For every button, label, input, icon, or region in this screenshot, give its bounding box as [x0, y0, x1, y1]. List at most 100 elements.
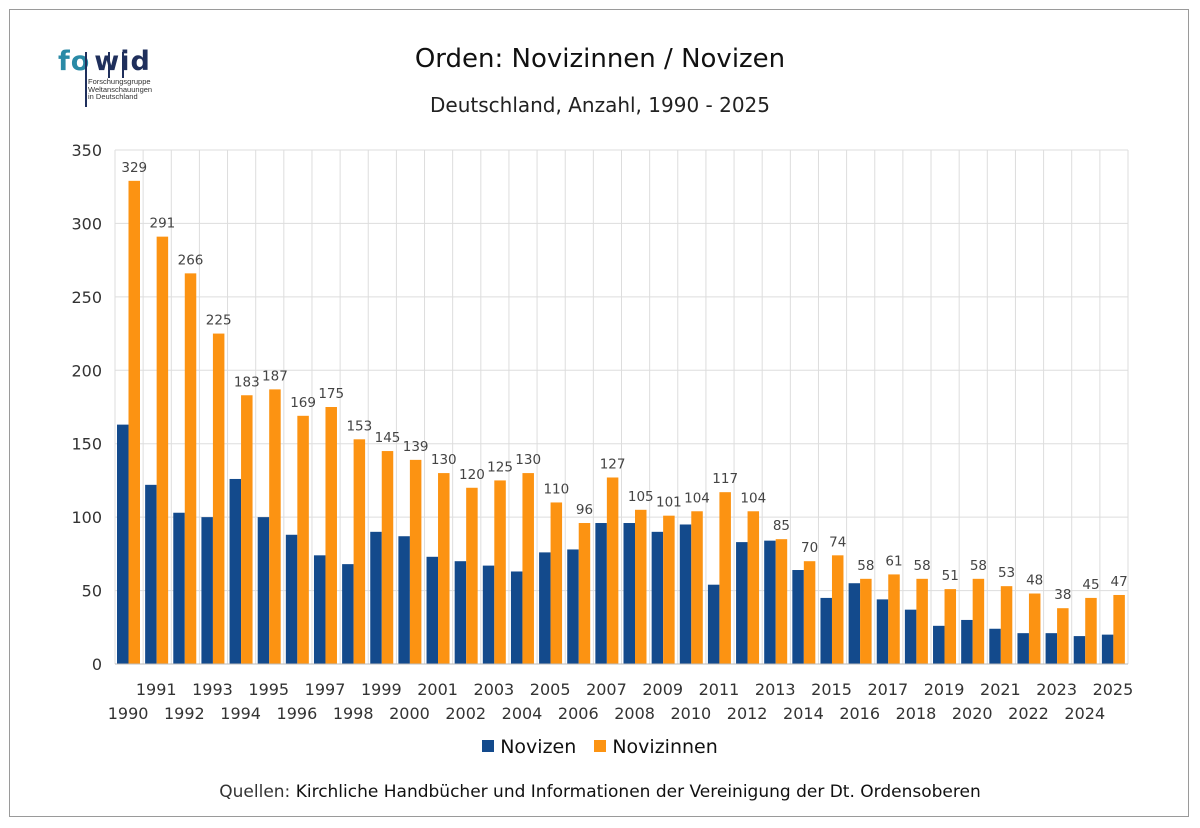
- bar-novizinnen: [353, 439, 366, 664]
- bar-novizen: [1045, 633, 1058, 664]
- data-label-novizinnen: 329: [121, 160, 147, 176]
- bar-novizen: [707, 584, 720, 664]
- x-tick-label: 1995: [248, 680, 289, 699]
- bar-novizinnen: [916, 578, 928, 664]
- bar-novizen: [454, 561, 467, 664]
- x-tick-label: 2007: [586, 680, 627, 699]
- legend-item-novizen: Novizen: [482, 736, 576, 758]
- bar-novizen: [370, 531, 382, 664]
- bar-novizinnen: [1113, 594, 1125, 664]
- bar-novizen: [567, 549, 579, 664]
- data-label-novizinnen: 58: [914, 558, 931, 574]
- x-tick-label: 2003: [474, 680, 515, 699]
- bar-novizinnen: [663, 515, 675, 664]
- bar-novizen: [792, 570, 804, 664]
- source-note: Quellen: Kirchliche Handbücher und Infor…: [0, 782, 1200, 802]
- bar-novizen: [1073, 636, 1086, 664]
- x-tick-label: 2009: [642, 680, 683, 699]
- data-label-novizinnen: 145: [375, 430, 401, 446]
- y-tick-label: 300: [71, 214, 102, 233]
- x-tick-label: 2012: [727, 704, 768, 723]
- bar-novizen: [145, 484, 157, 664]
- data-label-novizinnen: 58: [970, 558, 987, 574]
- bar-novizen: [117, 424, 129, 664]
- bar-novizinnen: [297, 415, 309, 664]
- legend-swatch-novizen: [482, 740, 495, 752]
- x-tick-label: 2020: [952, 704, 993, 723]
- x-tick-label: 1990: [108, 704, 149, 723]
- bar-novizinnen: [269, 389, 281, 664]
- legend-label-novizen: Novizen: [500, 736, 577, 758]
- x-tick-label: 1994: [220, 704, 261, 723]
- data-label-novizinnen: 96: [576, 502, 593, 518]
- bar-novizinnen: [1057, 608, 1069, 664]
- y-tick-label: 250: [71, 288, 102, 307]
- y-tick-label: 150: [71, 435, 102, 454]
- data-label-novizinnen: 85: [773, 518, 790, 534]
- bar-novizinnen: [719, 492, 731, 664]
- bar-novizen: [539, 552, 551, 664]
- x-tick-label: 2018: [896, 704, 937, 723]
- bar-novizinnen: [972, 578, 985, 664]
- bar-novizinnen: [438, 473, 450, 664]
- data-label-novizinnen: 104: [684, 490, 710, 506]
- bar-novizen: [595, 523, 607, 664]
- bar-novizen: [229, 478, 242, 664]
- bar-novizen: [679, 524, 692, 664]
- x-tick-label: 1999: [361, 680, 402, 699]
- bar-novizinnen: [494, 480, 506, 664]
- source-text: Kirchliche Handbücher und Informationen …: [295, 782, 981, 802]
- y-tick-label: 350: [71, 141, 102, 160]
- bar-novizinnen: [691, 511, 703, 664]
- bar-novizen: [398, 536, 410, 664]
- bar-novizinnen: [635, 509, 647, 664]
- y-tick-label: 50: [82, 582, 102, 601]
- bar-novizinnen: [606, 477, 619, 664]
- bar-novizen: [989, 628, 1001, 664]
- x-tick-label: 2010: [670, 704, 711, 723]
- x-tick-label: 2019: [924, 680, 965, 699]
- bar-novizinnen: [550, 502, 563, 664]
- source-label: Quellen:: [219, 782, 291, 802]
- bar-novizen: [482, 565, 495, 664]
- x-tick-label: 2022: [1008, 704, 1049, 723]
- legend-item-novizinnen: Novizinnen: [594, 736, 718, 758]
- x-tick-label: 2016: [839, 704, 880, 723]
- data-label-novizinnen: 110: [543, 481, 569, 497]
- x-tick-label: 2008: [614, 704, 655, 723]
- data-label-novizinnen: 125: [487, 459, 513, 475]
- data-label-novizinnen: 139: [403, 439, 429, 455]
- data-label-novizinnen: 51: [942, 568, 959, 584]
- bar-novizinnen: [944, 589, 957, 664]
- bar-novizinnen: [1085, 597, 1097, 664]
- bar-novizen: [764, 540, 776, 664]
- logo-subtitle: Forschungsgruppe Weltanschauungen in Deu…: [88, 77, 153, 102]
- x-tick-label: 2025: [1093, 680, 1134, 699]
- data-label-novizinnen: 153: [346, 418, 372, 434]
- bar-novizen: [876, 599, 889, 664]
- bar-novizen: [313, 555, 326, 664]
- x-tick-label: 2005: [530, 680, 571, 699]
- bar-novizen: [426, 556, 439, 664]
- chart-title: Orden: Novizinnen / Novizen: [414, 44, 786, 74]
- x-tick-label: 2011: [699, 680, 740, 699]
- data-label-novizinnen: 130: [515, 452, 541, 468]
- x-tick-label: 2000: [389, 704, 430, 723]
- bar-novizen: [201, 517, 213, 664]
- y-tick-label: 100: [71, 508, 102, 527]
- bar-novizinnen: [747, 511, 760, 664]
- data-label-novizinnen: 61: [885, 553, 902, 569]
- bar-novizinnen: [831, 555, 844, 664]
- data-label-novizinnen: 175: [318, 386, 344, 402]
- legend-swatch-novizinnen: [594, 740, 607, 752]
- bar-novizinnen: [212, 333, 225, 664]
- data-label-novizinnen: 70: [801, 540, 818, 556]
- bar-novizen: [961, 619, 973, 664]
- data-label-novizinnen: 169: [290, 395, 316, 411]
- data-label-novizinnen: 104: [740, 490, 766, 506]
- data-label-novizinnen: 291: [149, 216, 175, 232]
- x-tick-label: 2004: [502, 704, 543, 723]
- data-label-novizinnen: 105: [628, 489, 654, 505]
- data-label-novizinnen: 58: [857, 558, 874, 574]
